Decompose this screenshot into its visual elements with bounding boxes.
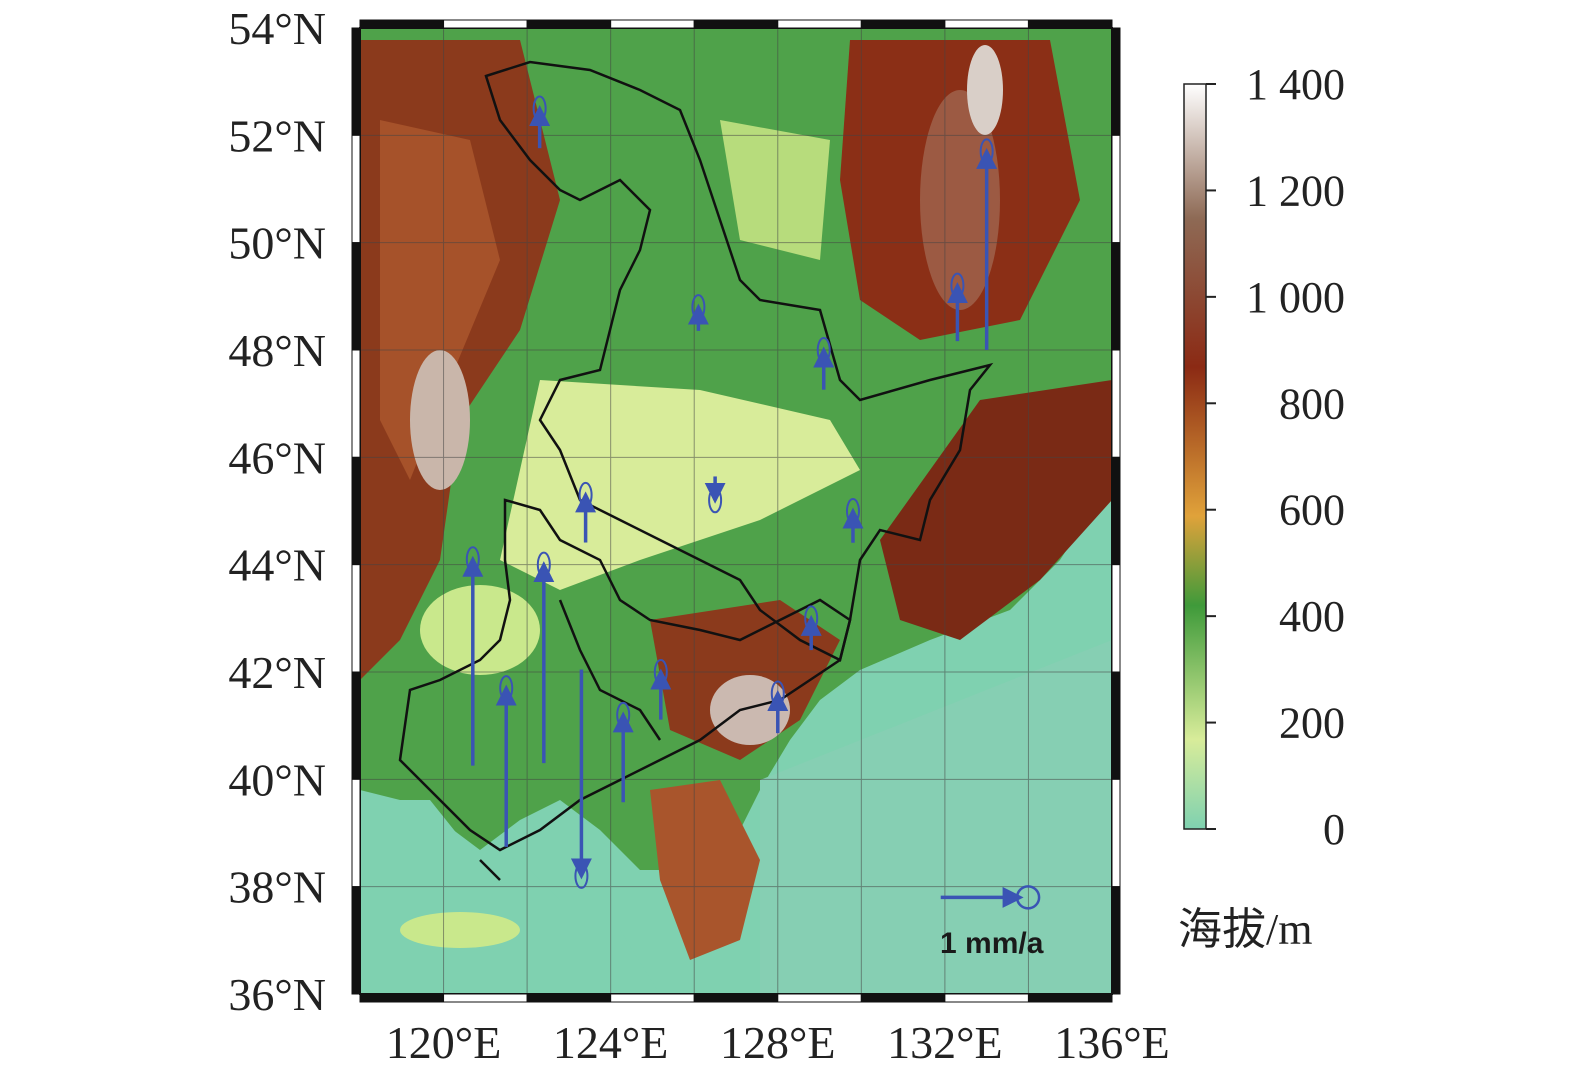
colorbar-tick-label: 0 <box>1323 805 1345 854</box>
frame-segment <box>351 242 361 351</box>
colorbar-tick-label: 200 <box>1279 699 1345 748</box>
station-error-ellipse <box>770 680 785 707</box>
station-error-ellipse <box>845 498 860 524</box>
frame-segment <box>359 19 445 29</box>
scale-ellipse <box>1015 885 1041 910</box>
scale-label: 1 mm/a <box>940 927 1044 960</box>
colorbar-label: 海拔/m <box>1178 905 1312 954</box>
velocity-vectors <box>462 95 998 889</box>
latitude-label: 48°N <box>228 325 326 376</box>
frame-segment <box>860 993 946 1003</box>
frame-segment <box>351 134 361 244</box>
frame-segment <box>351 671 361 780</box>
frame-segment <box>1111 886 1121 995</box>
frame-segment <box>443 19 528 29</box>
longitude-labels: 120°E 124°E 128°E 132°E 136°E <box>386 1017 1170 1068</box>
latitude-label: 38°N <box>228 862 326 913</box>
station-error-ellipse <box>691 294 706 321</box>
latitude-label: 40°N <box>228 754 326 805</box>
frame-segment <box>359 993 445 1003</box>
station-error-ellipse <box>653 659 668 685</box>
colorbar-ticks: 1 400 1 200 1 000 800 600 400 200 0 <box>1206 60 1345 854</box>
frame-segment <box>443 993 528 1003</box>
latitude-label: 50°N <box>228 218 326 269</box>
frame-segment <box>351 778 361 888</box>
frame-segment <box>610 19 695 29</box>
longitude-label: 124°E <box>553 1017 669 1068</box>
frame-segment <box>944 993 1029 1003</box>
colorbar-tick-label: 1 400 <box>1246 60 1345 109</box>
colorbar-tick-label: 600 <box>1279 486 1345 535</box>
station-error-ellipse <box>499 675 514 702</box>
frame-segment <box>1111 349 1121 458</box>
station-error-ellipse <box>536 551 551 578</box>
frame-segment <box>610 993 695 1003</box>
frame-segment <box>526 993 612 1003</box>
frame-checker-border <box>351 19 1121 1003</box>
colorbar <box>1183 83 1207 830</box>
frame-segment <box>1027 19 1113 29</box>
frame-segment <box>1111 671 1121 780</box>
longitude-label: 128°E <box>720 1017 836 1068</box>
station-error-ellipse <box>578 481 593 508</box>
frame-segment <box>351 27 361 136</box>
colorbar-tick-label: 1 000 <box>1246 273 1345 322</box>
latitude-label: 52°N <box>228 110 326 161</box>
longitude-label: 120°E <box>386 1017 502 1068</box>
terrain-relief <box>360 28 1112 994</box>
station-error-ellipse <box>616 701 631 728</box>
frame-segment <box>1111 134 1121 244</box>
province-boundaries <box>398 60 994 881</box>
frame-segment <box>693 19 779 29</box>
frame-segment <box>1111 27 1121 136</box>
station-error-ellipse <box>532 95 547 122</box>
frame-segment <box>351 349 361 458</box>
frame-segment <box>1111 564 1121 673</box>
frame-segment <box>777 993 862 1003</box>
station-error-ellipse <box>816 337 831 363</box>
frame-segment <box>860 19 946 29</box>
latitude-label: 44°N <box>228 540 326 591</box>
latitude-labels: 54°N 52°N 50°N 48°N 46°N 44°N 42°N 40°N 38°N 36°N <box>228 3 326 1020</box>
colorbar-tick-label: 400 <box>1279 592 1345 641</box>
frame-segment <box>351 564 361 673</box>
frame-segment <box>1111 242 1121 351</box>
station-error-ellipse <box>804 605 819 632</box>
scale-vector <box>940 885 1041 910</box>
station-error-ellipse <box>979 138 994 165</box>
station-error-ellipse <box>950 272 965 299</box>
frame-segment <box>693 993 779 1003</box>
frame-segment <box>777 19 862 29</box>
colorbar-tick-label: 800 <box>1279 379 1345 428</box>
latitude-label: 54°N <box>228 3 326 54</box>
graticule <box>359 27 1113 995</box>
frame-segment <box>1111 778 1121 888</box>
frame-segment <box>351 886 361 995</box>
station-error-ellipse <box>465 546 480 573</box>
longitude-label: 136°E <box>1054 1017 1170 1068</box>
station-error-ellipse <box>708 487 723 514</box>
latitude-label: 36°N <box>228 969 326 1020</box>
frame-segment <box>944 19 1029 29</box>
latitude-label: 42°N <box>228 647 326 698</box>
longitude-label: 132°E <box>887 1017 1003 1068</box>
frame-segment <box>351 456 361 566</box>
colorbar-tick-label: 1 200 <box>1246 166 1345 215</box>
frame-segment <box>1027 993 1113 1003</box>
frame-segment <box>1111 456 1121 566</box>
station-error-ellipse <box>574 862 589 889</box>
latitude-label: 46°N <box>228 432 326 483</box>
frame-segment <box>526 19 612 29</box>
